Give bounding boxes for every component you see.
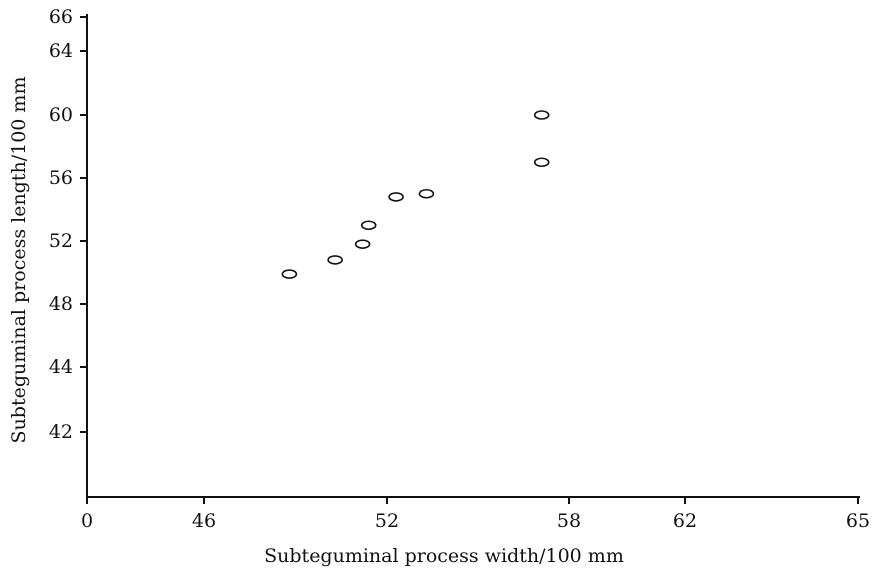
y-ticks: 42 44 48 52 56 60 64 66 bbox=[49, 6, 87, 443]
data-point bbox=[327, 255, 343, 265]
x-tick-label: 46 bbox=[192, 510, 216, 532]
data-point bbox=[354, 239, 371, 249]
y-tick-label: 52 bbox=[49, 230, 73, 252]
data-point bbox=[533, 110, 550, 120]
y-tick-label: 42 bbox=[49, 421, 73, 443]
x-ticks: 0 46 52 58 62 65 bbox=[81, 497, 870, 532]
data-points bbox=[281, 110, 550, 279]
y-tick-label: 44 bbox=[49, 356, 73, 378]
y-axis-title: Subteguminal process length/100 mm bbox=[8, 77, 30, 444]
y-tick-label: 66 bbox=[49, 6, 73, 28]
y-tick-label: 64 bbox=[49, 40, 73, 62]
y-tick-label: 48 bbox=[49, 293, 73, 315]
data-point bbox=[418, 188, 435, 199]
y-tick-label: 60 bbox=[49, 104, 73, 126]
axes bbox=[86, 14, 860, 498]
data-point bbox=[533, 157, 550, 168]
x-tick-label: 58 bbox=[557, 510, 581, 532]
data-point bbox=[360, 220, 377, 231]
x-tick-label: 52 bbox=[375, 510, 399, 532]
x-axis-title: Subteguminal process width/100 mm bbox=[264, 545, 624, 567]
x-tick-label: 62 bbox=[673, 510, 697, 532]
x-tick-label: 65 bbox=[846, 510, 870, 532]
data-point bbox=[281, 269, 298, 279]
y-tick-label: 56 bbox=[49, 167, 73, 189]
x-tick-label: 0 bbox=[81, 510, 93, 532]
data-point bbox=[388, 192, 404, 202]
